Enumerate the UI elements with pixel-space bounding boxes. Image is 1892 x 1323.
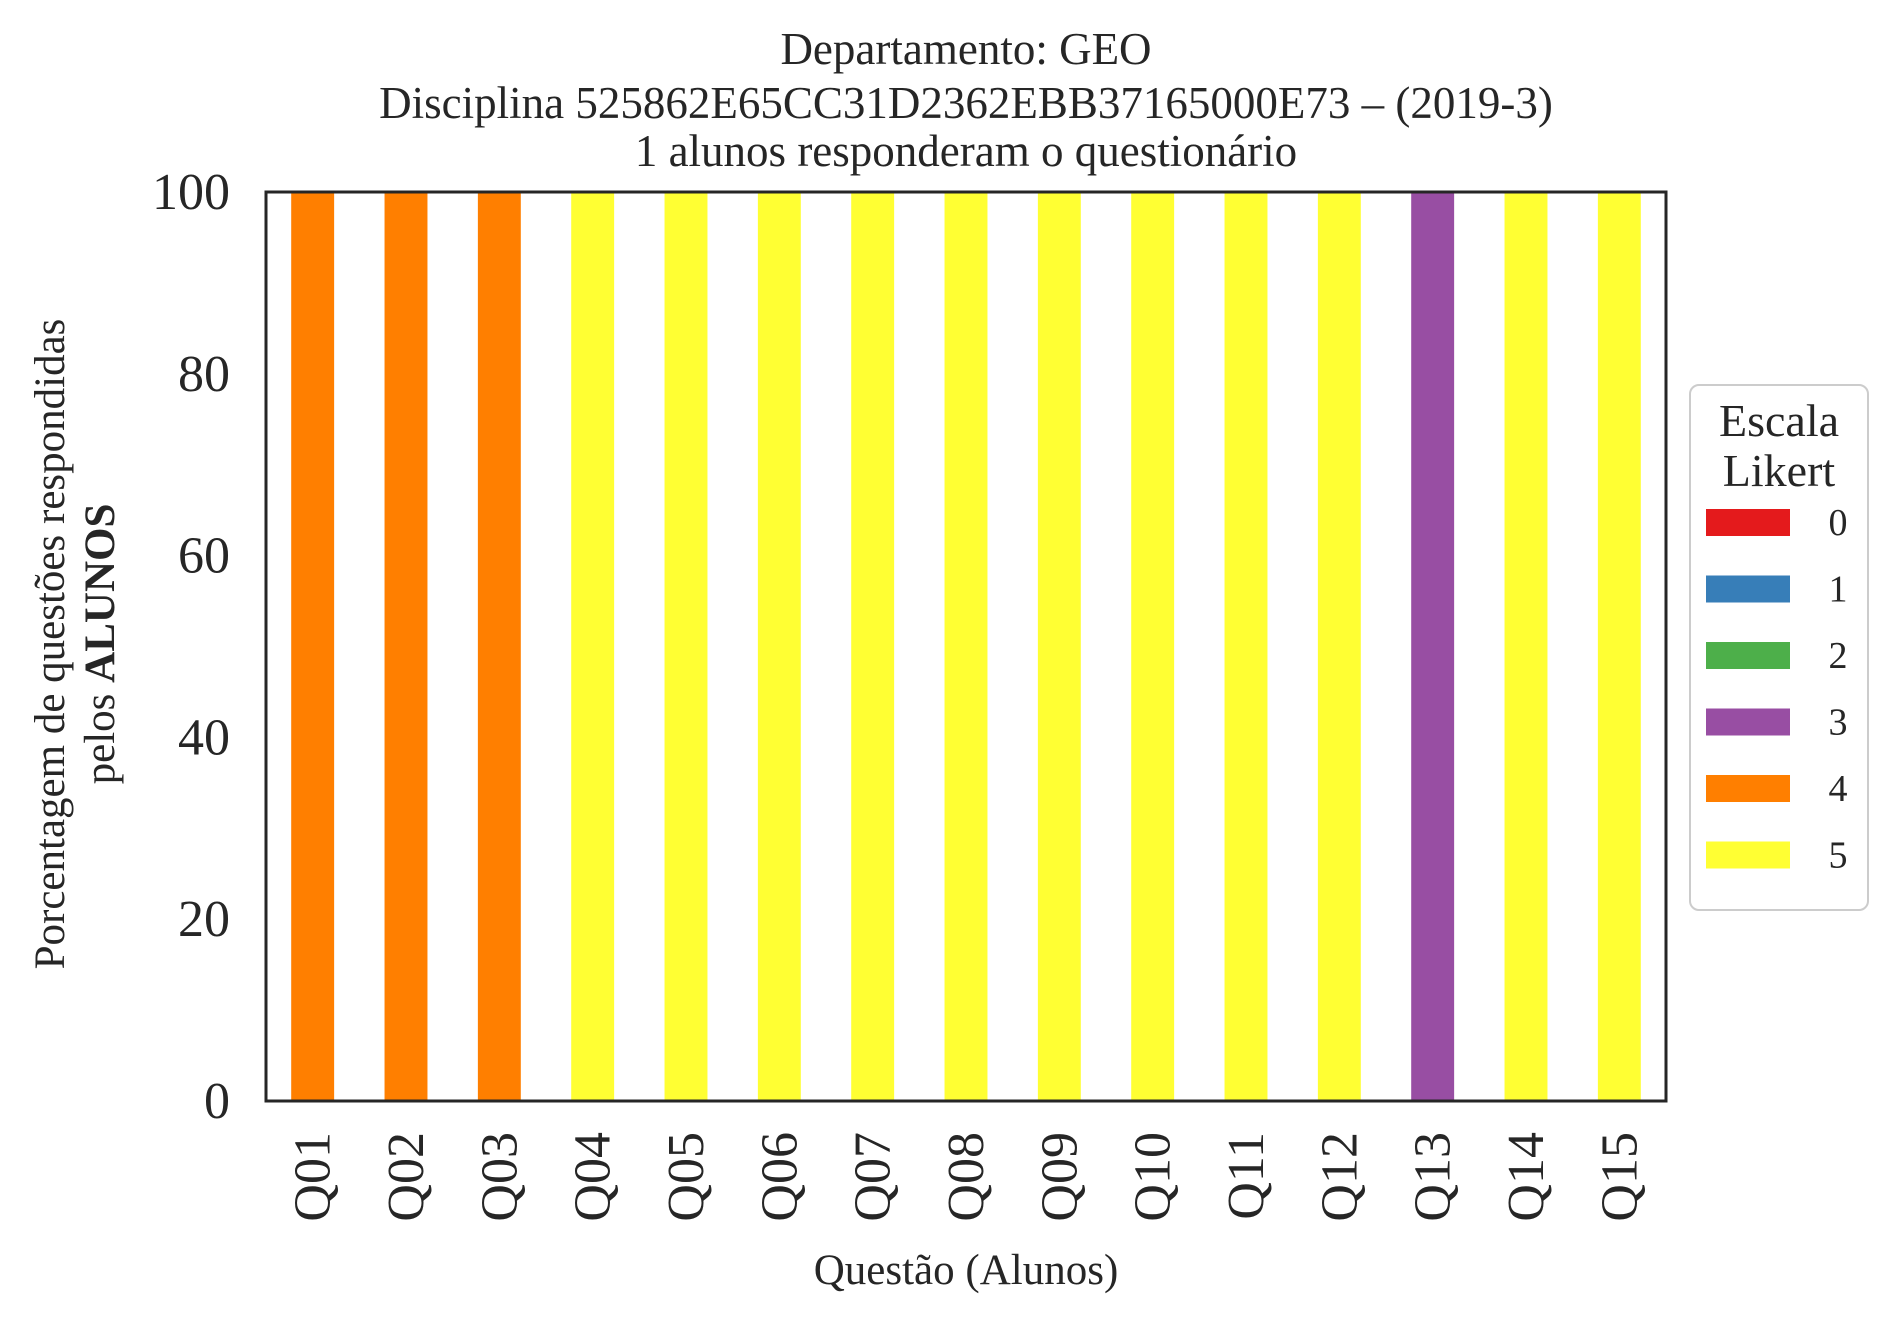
y-tick-label: 0 [204,1073,230,1130]
y-tick-labels: 0 20 40 60 80 100 [152,164,230,1130]
y-tick-label: 60 [178,528,230,585]
bar-q01-likert-4 [291,192,335,1101]
bar-q15-likert-5 [1597,192,1641,1101]
bar-q04-likert-5 [571,192,615,1101]
legend-swatch-4 [1706,775,1790,802]
bar-q10-likert-5 [1131,192,1175,1101]
bar-q08-likert-5 [944,192,988,1101]
chart-title-line-1: Departamento: GEO [780,24,1151,74]
x-tick-label: Q05 [658,1132,715,1222]
bar-q14-likert-5 [1504,192,1548,1101]
x-tick-label: Q13 [1405,1132,1462,1222]
x-tick-label: Q12 [1311,1132,1368,1222]
x-tick-label: Q03 [471,1132,528,1222]
y-tick-label: 20 [178,891,230,948]
legend-swatch-2 [1706,642,1790,669]
bar-q13-likert-3 [1411,192,1455,1101]
x-tick-label: Q02 [378,1132,435,1222]
y-axis-label: Porcentagem de questões respondidas pelo… [27,319,124,970]
legend-label-5: 5 [1829,835,1848,877]
x-tick-label: Q09 [1031,1132,1088,1222]
legend-label-3: 3 [1829,702,1848,744]
y-tick-label: 80 [178,346,230,403]
legend-label-4: 4 [1829,768,1848,810]
bar-q03-likert-4 [477,192,521,1101]
x-tick-label: Q01 [285,1132,342,1222]
y-axis-label-bold: ALUNOS [77,504,124,683]
plot-frame [264,190,1668,1103]
legend-label-0: 0 [1829,502,1848,544]
x-tick-label: Q15 [1591,1132,1648,1222]
x-tick-labels: Q01 Q02 Q03 Q04 Q05 Q06 Q07 Q08 Q09 Q10 Q11 Q12 Q13 Q… [285,1132,1649,1222]
x-tick-label: Q11 [1218,1132,1275,1220]
legend-label-1: 1 [1829,569,1848,611]
x-tick-label: Q10 [1125,1132,1182,1222]
y-tick-label: 100 [152,164,230,221]
chart-title-line-2: Disciplina 525862E65CC31D2362EBB37165000… [379,78,1553,128]
legend-items: 0 1 2 3 4 5 [1706,502,1848,877]
legend-swatch-3 [1706,708,1790,736]
bar-q02-likert-4 [384,192,428,1101]
chart-title-line-3: 1 alunos responderam o questionário [635,126,1297,176]
y-axis-label-line-2: pelos ALUNOS [77,504,124,785]
legend-title-line-2: Likert [1723,445,1836,496]
bar-q05-likert-5 [664,192,708,1101]
y-axis-label-prefix: pelos [77,683,124,785]
bar-q07-likert-5 [851,192,895,1101]
bar-q06-likert-5 [757,192,801,1101]
legend-swatch-1 [1706,575,1790,603]
bar-q12-likert-5 [1317,192,1361,1101]
x-tick-label: Q06 [751,1132,808,1222]
x-tick-label: Q07 [845,1132,902,1222]
bars-group [291,192,1641,1101]
x-axis-label: Questão (Alunos) [814,1247,1119,1294]
x-tick-label: Q14 [1498,1132,1555,1222]
legend: Escala Likert 0 1 2 3 4 5 [1689,384,1869,911]
y-tick-label: 40 [178,709,230,766]
x-tick-label: Q08 [938,1132,995,1222]
y-axis-label-line-1: Porcentagem de questões respondidas [27,319,74,970]
bar-q09-likert-5 [1037,192,1081,1101]
bar-q11-likert-5 [1224,192,1268,1101]
legend-title-line-1: Escala [1719,395,1839,446]
x-tick-label: Q04 [565,1132,622,1222]
legend-label-2: 2 [1829,635,1848,677]
legend-swatch-0 [1706,509,1790,536]
legend-swatch-5 [1706,841,1790,869]
